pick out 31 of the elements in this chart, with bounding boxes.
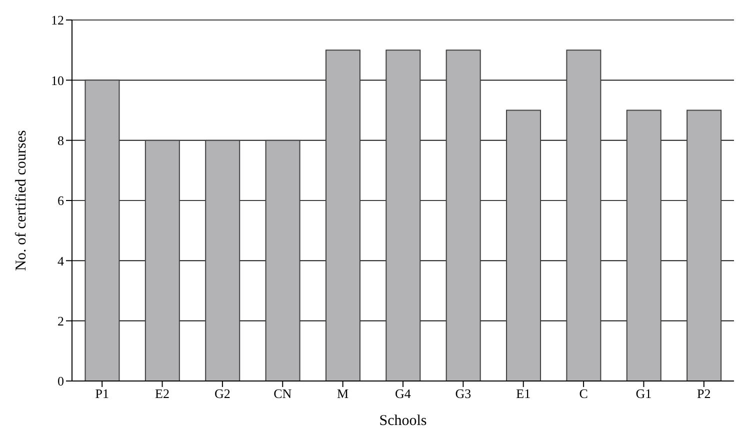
- y-tick-label: 2: [58, 313, 64, 328]
- y-tick-label: 0: [58, 374, 64, 389]
- x-tick-label: G1: [636, 386, 652, 402]
- bar: [686, 110, 722, 381]
- y-tick-label: 6: [58, 193, 64, 208]
- x-tick-label: G3: [455, 386, 472, 402]
- bar: [446, 50, 481, 381]
- bar: [84, 80, 120, 381]
- x-tick-label: E1: [516, 386, 531, 402]
- y-tick-label: 10: [51, 72, 64, 88]
- x-tick-label: G4: [395, 386, 412, 402]
- bar: [205, 140, 240, 381]
- x-tick-label: P1: [95, 386, 109, 402]
- bar: [506, 110, 542, 381]
- x-tick-label: P2: [697, 386, 711, 402]
- x-tick-label: CN: [274, 386, 292, 402]
- y-tick-label: 4: [58, 253, 64, 268]
- x-tick-label: G2: [214, 386, 230, 402]
- bar: [626, 110, 662, 381]
- y-tick-label: 12: [51, 12, 64, 28]
- y-tick-label: 8: [58, 132, 64, 148]
- y-axis-title: No. of certified courses: [13, 130, 30, 271]
- bar: [265, 140, 300, 381]
- x-tick-label: E2: [155, 386, 170, 402]
- bar: [325, 50, 360, 381]
- x-tick-label: C: [579, 386, 588, 402]
- x-tick-label: M: [337, 386, 350, 402]
- bar: [566, 50, 602, 381]
- bar: [386, 50, 421, 381]
- x-axis-title: Schools: [379, 413, 427, 429]
- bar: [144, 140, 180, 381]
